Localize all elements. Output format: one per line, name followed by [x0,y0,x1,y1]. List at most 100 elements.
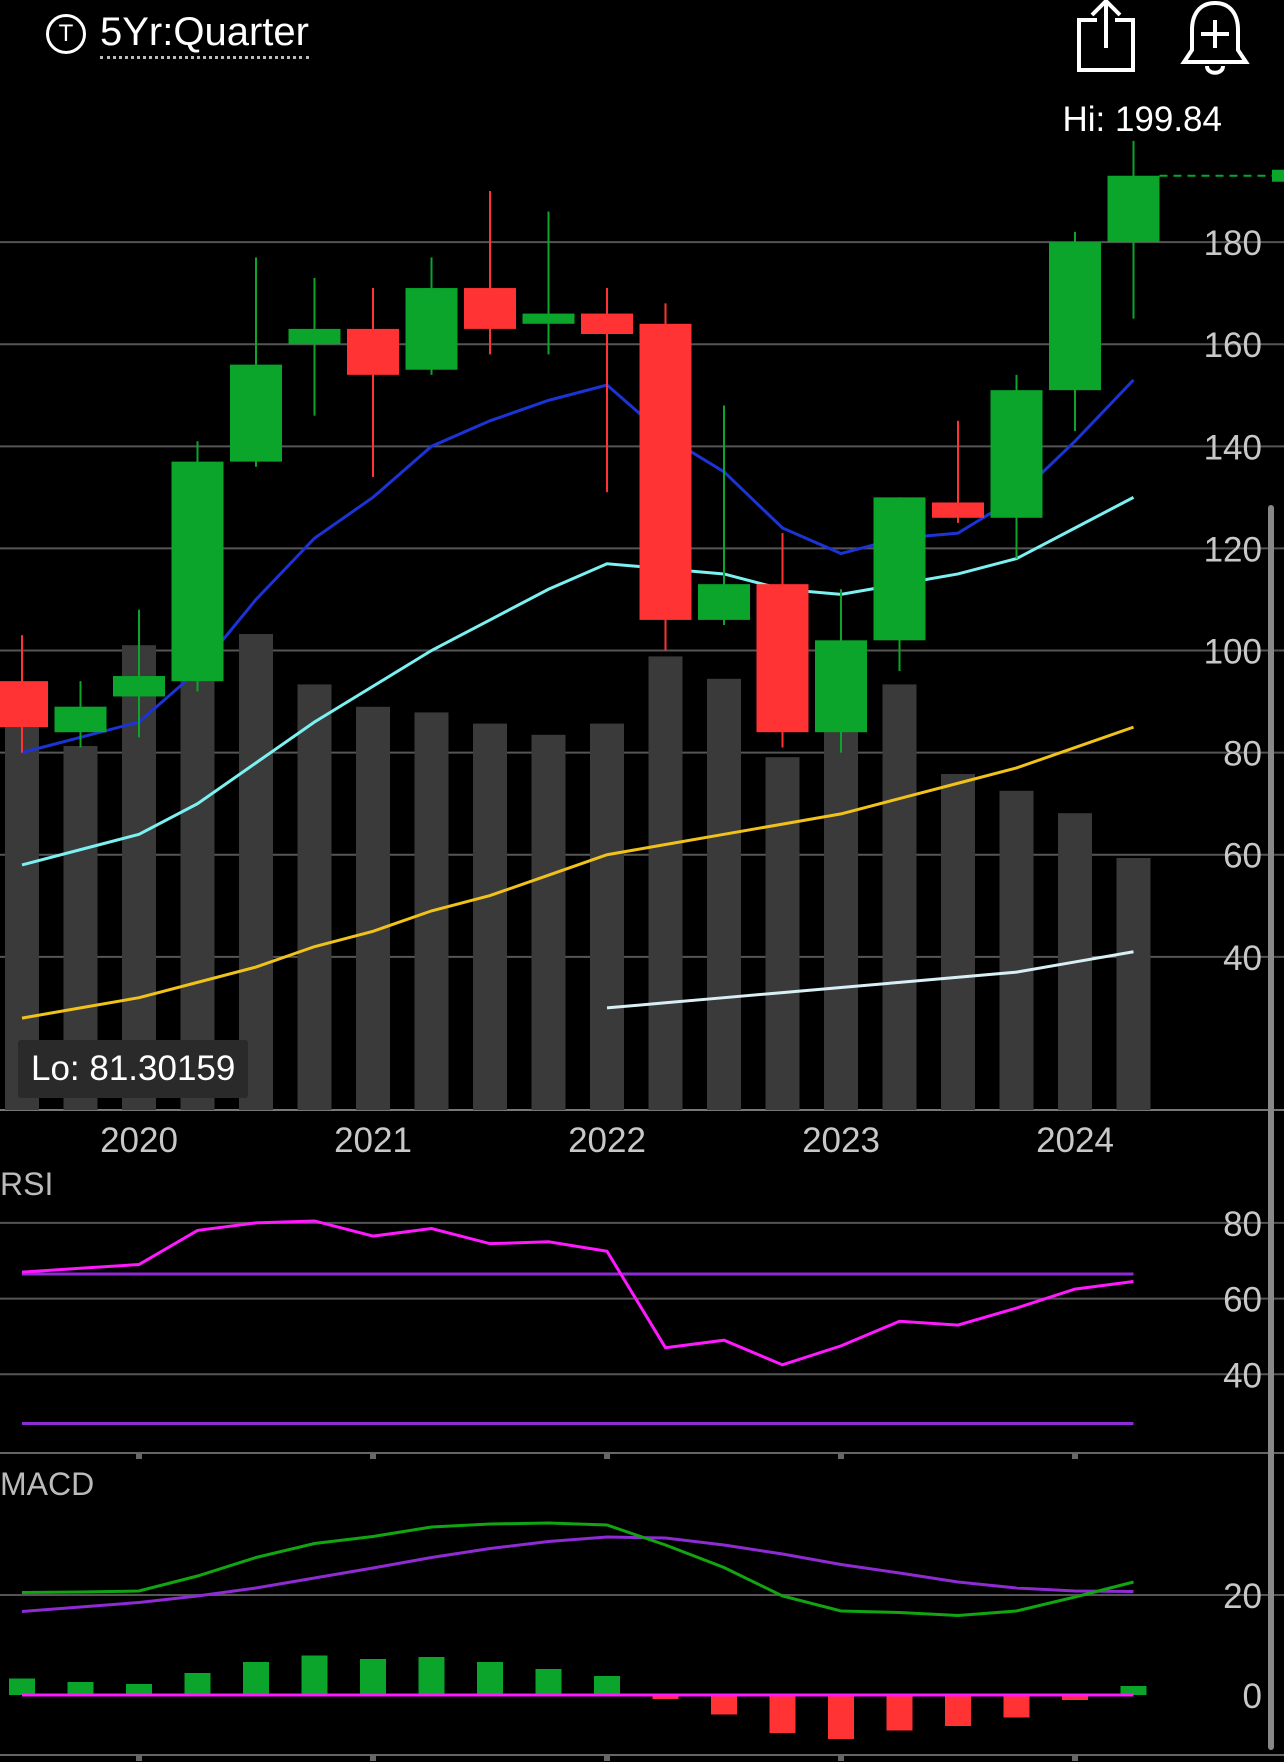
candle-body [698,584,750,620]
macd-tick-mark [136,1755,142,1761]
price-axis-label: 100 [1204,633,1262,672]
share-icon[interactable] [1075,0,1137,83]
macd-axis-label: 0 [1243,1677,1262,1716]
rsi-axis-label: 60 [1223,1281,1262,1320]
range-selector[interactable]: T 5Yr:Quarter [46,8,309,60]
macd-histogram-bar [9,1678,35,1695]
volume-bar [765,757,800,1110]
volume-bar [239,634,273,1110]
candle-body [0,681,48,728]
volume-bar [999,790,1034,1110]
macd-histogram-bar [1120,1686,1147,1695]
price-axis-label: 120 [1204,530,1262,569]
volume-bar [297,684,332,1110]
moving-average-line [21,725,1134,1020]
price-axis-label: 140 [1204,428,1262,467]
rsi-axis-label: 40 [1223,1356,1262,1395]
vertical-scrollbar [1268,505,1274,1750]
macd-histogram-bar [945,1695,971,1726]
low-price-label: Lo: 81.30159 [18,1040,249,1098]
volume-bar [648,656,683,1110]
macd-histogram-bar [418,1657,445,1695]
macd-tick-mark [1072,1755,1078,1761]
candle-body [1049,242,1101,391]
bell-plus-icon[interactable] [1180,0,1250,83]
candle-body [990,390,1043,518]
macd-line [21,1521,1134,1618]
candle-body [639,323,692,620]
candle-body [113,676,165,697]
candle-body [288,328,341,345]
top-bar: T 5Yr:Quarter [0,0,1284,80]
macd-histogram-bar [594,1676,620,1695]
macd-title: MACD [0,1466,95,1502]
x-axis-label: 2022 [568,1121,646,1160]
macd-histogram-bar [1003,1695,1030,1718]
macd-histogram-bar [1062,1695,1088,1700]
macd-histogram-bar [652,1695,679,1699]
volume-bar [180,662,215,1110]
macd-tick-mark [604,1755,610,1761]
macd-signal-line [21,1535,1134,1613]
macd-histogram-bar [769,1695,796,1733]
candle-body [1107,175,1160,243]
moving-average-line [606,950,1134,1010]
price-axis-label: 80 [1223,735,1262,774]
macd-tick-mark [838,1755,844,1761]
candle-body [171,461,224,682]
candle-body [464,288,516,329]
macd-histogram-bar [828,1695,854,1739]
candle-body [522,313,575,324]
price-axis-label: 40 [1223,939,1262,978]
macd-histogram-bar [126,1684,152,1695]
macd-tick-mark [370,1755,376,1761]
moving-average-line [21,496,1135,867]
candle-body [347,328,399,375]
candle-body [932,502,984,518]
rsi-tick-mark [136,1453,142,1459]
high-price-label: Hi: 199.84 [1062,100,1222,139]
macd-histogram-bar [535,1669,562,1695]
rsi-title: RSI [0,1166,54,1202]
rsi-tick-mark [370,1453,376,1459]
candle-body [873,497,926,641]
rsi-tick-mark [838,1453,844,1459]
volume-bar [356,706,390,1110]
price-axis-label: 180 [1204,224,1262,263]
candle-body [230,364,282,462]
volume-bar [473,723,507,1110]
rsi-axis-label: 80 [1223,1205,1262,1244]
volume-bar [531,734,566,1110]
volume-bar [941,774,975,1110]
rsi-tick-mark [604,1453,610,1459]
price-axis-label: 160 [1204,326,1262,365]
volume-bar [824,729,858,1110]
volume-bar [1116,858,1151,1110]
volume-bar [590,723,624,1110]
macd-histogram-bar [886,1695,913,1731]
x-axis-label: 2020 [100,1121,178,1160]
range-type-icon: T [46,14,86,54]
candle-body [756,584,809,733]
volume-bar [882,684,917,1110]
x-axis-label: 2021 [334,1121,412,1160]
x-axis-label: 2024 [1036,1121,1114,1160]
volume-bar [707,678,741,1110]
macd-histogram-bar [67,1682,94,1695]
range-label[interactable]: 5Yr:Quarter [100,10,309,59]
rsi-line [21,1219,1134,1367]
price-axis-label: 60 [1223,837,1262,876]
macd-histogram-bar [711,1695,737,1715]
macd-histogram-bar [477,1662,503,1695]
last-price-marker [1272,169,1284,182]
macd-histogram-bar [301,1655,328,1695]
macd-histogram-bar [184,1673,211,1695]
candle-body [405,288,458,370]
macd-histogram-bar [243,1662,269,1695]
macd-axis-label: 20 [1223,1577,1262,1616]
rsi-tick-mark [1072,1453,1078,1459]
x-axis-label: 2023 [802,1121,880,1160]
candle-body [54,706,107,733]
candle-body [815,640,867,733]
